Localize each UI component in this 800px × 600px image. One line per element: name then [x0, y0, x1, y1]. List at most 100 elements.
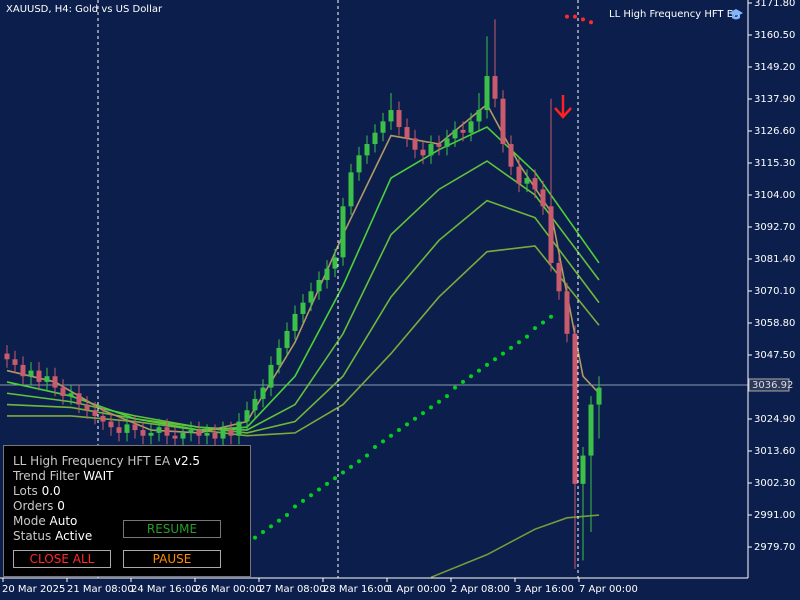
candle-body: [492, 76, 498, 99]
candle-body: [236, 421, 242, 436]
panel-row: Orders 0: [13, 499, 65, 513]
price-label-box: [748, 378, 790, 392]
candle-body: [36, 370, 42, 382]
candle-body: [92, 410, 98, 416]
candle-body: [252, 398, 258, 411]
sar-dot: [565, 14, 569, 19]
candle-body: [164, 427, 170, 436]
candle-body: [420, 149, 426, 156]
candle-body: [60, 387, 66, 397]
symbol-title: XAUUSD, H4: Gold vs US Dollar: [6, 4, 163, 15]
x-tick-label: 27 Mar 08:00: [259, 584, 326, 595]
sar-dot: [461, 379, 465, 384]
sar-dot: [429, 405, 433, 410]
sar-dot: [581, 17, 585, 22]
candle-body: [524, 178, 530, 184]
sar-dot: [477, 368, 481, 373]
candle-body: [364, 144, 370, 156]
panel-row: Mode Auto: [13, 514, 77, 528]
candle-body: [180, 432, 186, 439]
sar-dot: [293, 504, 297, 509]
sar-dot: [541, 320, 545, 325]
candle-body: [476, 110, 482, 122]
ma-line: [6, 160, 600, 431]
x-tick-label: 28 Mar 16:00: [323, 584, 390, 595]
sar-dot: [533, 326, 537, 331]
candle-body: [356, 155, 362, 173]
sar-dot: [317, 487, 321, 492]
y-tick-label: 3115.30: [754, 158, 795, 169]
candle-body: [452, 129, 458, 139]
candle-body: [68, 393, 74, 397]
candle-body: [156, 427, 162, 433]
row-value: Active: [55, 529, 93, 543]
candle-body: [548, 206, 554, 263]
candle-body: [148, 432, 154, 436]
resume-button[interactable]: RESUME: [123, 520, 221, 538]
y-tick-label: 3126.60: [754, 126, 795, 137]
y-tick-label: 2979.70: [754, 542, 795, 553]
candle-body: [484, 76, 490, 111]
sar-dot: [333, 476, 337, 481]
x-tick-label: 2 Apr 08:00: [451, 584, 510, 595]
sar-dot: [269, 524, 273, 529]
candle-body: [396, 110, 402, 128]
sar-dot: [445, 394, 449, 399]
candle-body: [444, 138, 450, 147]
candle-body: [196, 430, 202, 436]
close-all-button[interactable]: CLOSE ALL: [13, 550, 111, 568]
ma-line: [7, 245, 600, 437]
sar-dot: [285, 513, 289, 518]
row-value: 0.0: [41, 484, 61, 498]
candle-body: [204, 432, 210, 436]
sar-dot: [373, 445, 377, 450]
candle-body: [596, 387, 602, 405]
sar-dot: [365, 453, 369, 458]
sar-dot: [253, 535, 257, 540]
candle-body: [28, 370, 34, 377]
sar-dot: [485, 362, 489, 367]
row-value: 0: [57, 499, 65, 513]
y-tick-label: 3160.50: [754, 30, 795, 41]
candle-body: [260, 387, 266, 399]
candle-body: [212, 432, 218, 439]
sar-dot: [589, 20, 593, 25]
x-tick-label: 3 Apr 16:00: [515, 584, 574, 595]
candle-body: [428, 144, 434, 156]
row-label: Trend Filter: [13, 469, 80, 483]
candle-body: [20, 364, 26, 377]
candle-body: [564, 291, 570, 334]
candle-body: [12, 359, 18, 365]
candle-body: [228, 430, 234, 436]
x-tick-label: 7 Apr 00:00: [579, 584, 638, 595]
candle-body: [572, 333, 578, 484]
candle-body: [516, 166, 522, 184]
panel-title: LL High Frequency HFT EA: [13, 454, 171, 468]
candle-body: [500, 98, 506, 145]
sar-dot: [389, 433, 393, 438]
candle-body: [508, 144, 514, 167]
candle-body: [348, 172, 354, 207]
candle-body: [324, 268, 330, 280]
candle-body: [132, 424, 138, 431]
sar-dot: [525, 334, 529, 339]
sar-dot: [349, 464, 353, 469]
sar-dot: [397, 428, 401, 433]
candle-body: [436, 144, 442, 147]
candle-body: [244, 410, 250, 422]
sar-dot: [549, 314, 553, 319]
candle-body: [276, 347, 282, 365]
sar-dot: [301, 498, 305, 503]
candle-body: [44, 376, 50, 382]
candle-body: [308, 291, 314, 303]
candle-body: [372, 132, 378, 145]
plot-area: [0, 14, 748, 579]
y-tick-label: 3137.90: [754, 94, 795, 105]
y-tick-label: 3002.30: [754, 478, 795, 489]
candle-body: [316, 279, 322, 292]
pause-button[interactable]: PAUSE: [123, 550, 221, 568]
panel-row: Lots 0.0: [13, 484, 61, 498]
y-tick-label: 3058.80: [754, 318, 795, 329]
candle-body: [404, 127, 410, 139]
